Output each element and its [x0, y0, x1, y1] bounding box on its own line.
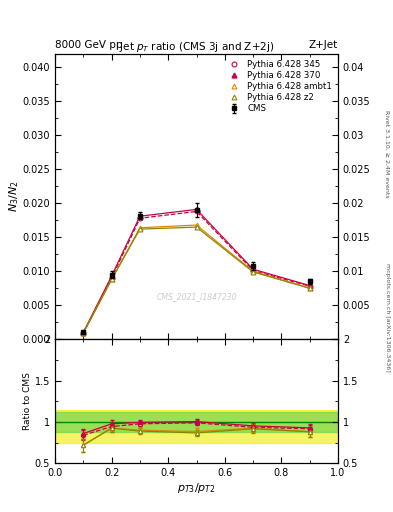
- Line: Pythia 6.428 ambt1: Pythia 6.428 ambt1: [81, 223, 312, 335]
- Line: Pythia 6.428 370: Pythia 6.428 370: [81, 207, 312, 335]
- Y-axis label: Ratio to CMS: Ratio to CMS: [23, 372, 32, 430]
- Line: Pythia 6.428 z2: Pythia 6.428 z2: [81, 225, 312, 335]
- Pythia 6.428 370: [138, 213, 142, 219]
- Pythia 6.428 ambt1: [138, 225, 142, 231]
- Pythia 6.428 ambt1: [194, 222, 199, 228]
- Pythia 6.428 z2: [81, 330, 86, 336]
- Text: CMS_2021_I1847230: CMS_2021_I1847230: [156, 292, 237, 301]
- Pythia 6.428 345: [307, 283, 312, 289]
- Pythia 6.428 370: [194, 206, 199, 212]
- Pythia 6.428 370: [307, 283, 312, 289]
- Pythia 6.428 345: [194, 208, 199, 215]
- Pythia 6.428 345: [81, 330, 86, 336]
- Pythia 6.428 ambt1: [81, 330, 86, 336]
- Pythia 6.428 345: [251, 267, 255, 273]
- Text: mcplots.cern.ch [arXiv:1306.3436]: mcplots.cern.ch [arXiv:1306.3436]: [385, 263, 389, 372]
- Title: Jet $p_T$ ratio (CMS 3j and Z+2j): Jet $p_T$ ratio (CMS 3j and Z+2j): [119, 39, 274, 54]
- Pythia 6.428 z2: [109, 276, 114, 283]
- Pythia 6.428 ambt1: [109, 276, 114, 283]
- Pythia 6.428 345: [109, 275, 114, 281]
- Pythia 6.428 370: [109, 273, 114, 279]
- Pythia 6.428 z2: [307, 285, 312, 291]
- Line: Pythia 6.428 345: Pythia 6.428 345: [81, 209, 312, 335]
- Legend: Pythia 6.428 345, Pythia 6.428 370, Pythia 6.428 ambt1, Pythia 6.428 z2, CMS: Pythia 6.428 345, Pythia 6.428 370, Pyth…: [223, 58, 334, 115]
- Pythia 6.428 z2: [138, 226, 142, 232]
- Pythia 6.428 345: [138, 215, 142, 221]
- Bar: [55, 412, 338, 432]
- X-axis label: $p_{T3}/p_{T2}$: $p_{T3}/p_{T2}$: [177, 481, 216, 495]
- Pythia 6.428 ambt1: [251, 268, 255, 274]
- Pythia 6.428 z2: [251, 269, 255, 275]
- Pythia 6.428 z2: [194, 224, 199, 230]
- Pythia 6.428 ambt1: [307, 285, 312, 291]
- Y-axis label: $N_3/N_2$: $N_3/N_2$: [7, 181, 21, 212]
- Pythia 6.428 370: [81, 329, 86, 335]
- Bar: [55, 410, 338, 443]
- Text: Rivet 3.1.10, ≥ 2.4M events: Rivet 3.1.10, ≥ 2.4M events: [385, 110, 389, 198]
- Text: Z+Jet: Z+Jet: [309, 40, 338, 50]
- Text: 8000 GeV pp: 8000 GeV pp: [55, 40, 123, 50]
- Pythia 6.428 370: [251, 266, 255, 272]
